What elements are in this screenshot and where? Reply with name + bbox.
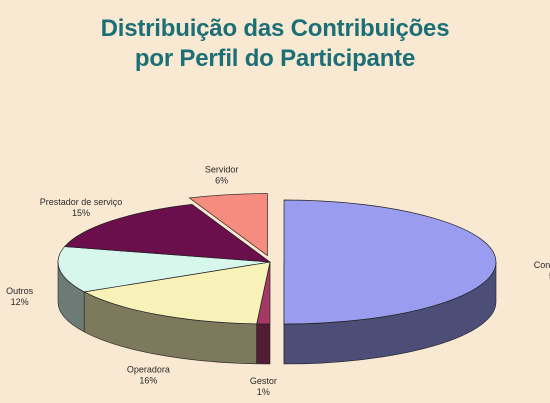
data-label-value: 12% xyxy=(11,297,29,307)
data-label-name: Servidor xyxy=(205,165,239,175)
pie-side-gestor xyxy=(256,323,271,365)
data-label-value: 1% xyxy=(257,387,270,397)
data-label-value: 16% xyxy=(139,375,157,385)
pie-slice-operadora xyxy=(83,261,271,325)
chart-title: Distribuição das Contribuições por Perfi… xyxy=(0,14,550,74)
chart-title-line-2: por Perfil do Participante xyxy=(134,45,416,72)
data-label-value: 50% xyxy=(549,271,550,281)
pie-tops xyxy=(57,193,497,325)
pie-slice-prestador-de-servico xyxy=(63,203,272,263)
data-label-consumidor: Consumidor50% xyxy=(534,260,550,281)
data-label-name: Consumidor xyxy=(534,260,550,270)
data-label-name: Operadora xyxy=(127,364,170,374)
data-label-name: Outros xyxy=(6,286,34,296)
pie-sides xyxy=(57,261,497,365)
chart-title-line-1: Distribuição das Contribuições xyxy=(100,15,450,42)
pie-slice-servidor xyxy=(188,193,268,257)
pie-slice-outros xyxy=(57,246,271,293)
pie-labels: Consumidor50%Gestor1%Operadora16%Outros1… xyxy=(6,165,550,397)
data-label-value: 6% xyxy=(215,176,228,186)
data-label-name: Gestor xyxy=(250,376,277,386)
data-label-name: Prestador de serviço xyxy=(40,197,123,207)
pie-slice-consumidor xyxy=(283,199,497,325)
data-label-value: 15% xyxy=(72,208,90,218)
